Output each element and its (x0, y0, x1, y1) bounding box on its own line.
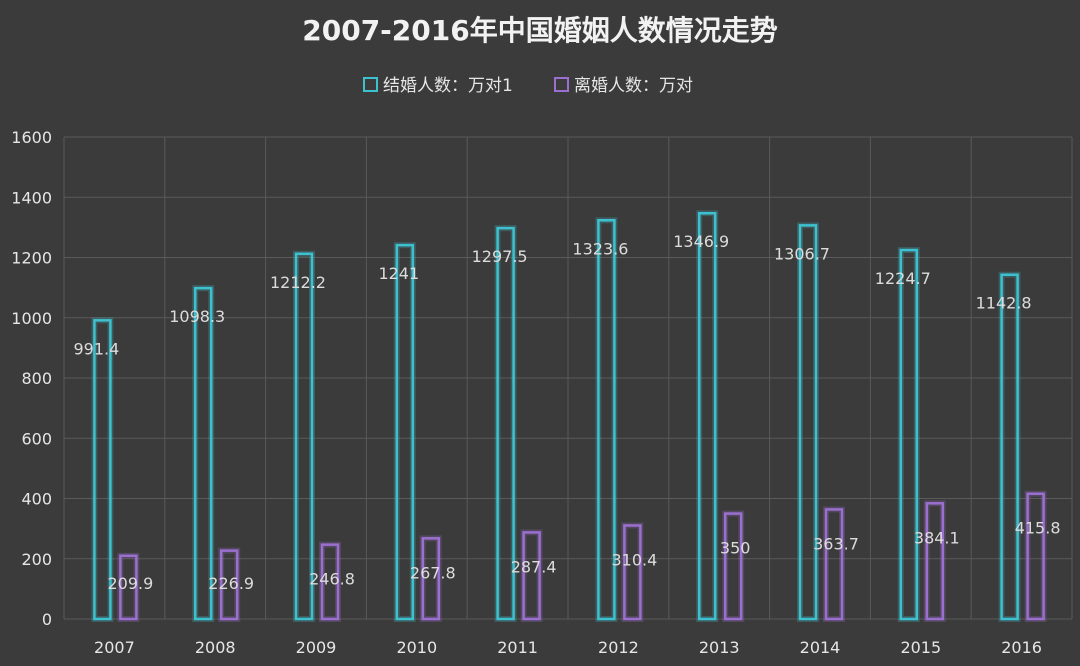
data-label-marriage: 1212.2 (270, 273, 326, 292)
bar-divorce (621, 522, 644, 623)
data-label-divorce: 363.7 (813, 534, 859, 553)
legend: 结婚人数：万对1 离婚人数：万对 (363, 76, 693, 96)
data-label-marriage: 1306.7 (774, 244, 830, 263)
x-tick-label: 2012 (598, 638, 639, 657)
bar-divorce (823, 506, 845, 622)
y-axis: 0 200 400 600 800 1000 1200 1400 1600 (11, 128, 52, 629)
x-tick-label: 2009 (296, 638, 337, 657)
grid (63, 136, 1073, 620)
data-label-divorce: 209.9 (107, 574, 153, 593)
bar-divorce (520, 529, 543, 623)
x-tick-label: 2008 (195, 638, 236, 657)
bar-divorce (1024, 490, 1047, 623)
bar-marriage (293, 250, 315, 623)
data-label-divorce: 226.9 (208, 574, 254, 593)
y-tick-label: 600 (21, 429, 52, 448)
y-tick-label: 1000 (11, 309, 52, 328)
bar-divorce (923, 500, 946, 623)
legend-swatch-divorce (554, 77, 569, 92)
bar-divorce (218, 547, 241, 622)
bar-marriage (192, 285, 215, 622)
y-tick-label: 0 (42, 610, 52, 629)
y-tick-label: 800 (21, 369, 52, 388)
data-label-marriage: 1241 (378, 264, 419, 283)
data-label-marriage: 1323.6 (572, 239, 628, 258)
x-tick-label: 2016 (1001, 638, 1042, 657)
data-label-divorce: 415.8 (1015, 519, 1061, 538)
y-tick-label: 1200 (11, 249, 52, 268)
x-tick-label: 2013 (699, 638, 740, 657)
bar-divorce (419, 535, 442, 623)
bar-divorce (722, 510, 745, 622)
legend-swatch-marriage (363, 77, 378, 92)
x-tick-label: 2015 (900, 638, 941, 657)
data-label-marriage: 1346.9 (673, 232, 729, 251)
bar-marriage (897, 247, 920, 623)
data-labels: 991.4 1098.3 1212.2 1241 1297.5 1323.6 1346.9 1… (73, 232, 1060, 593)
bar-divorce (319, 541, 341, 622)
x-tick-label: 2007 (94, 638, 135, 657)
x-tick-label: 2010 (396, 638, 437, 657)
data-label-marriage: 1098.3 (169, 307, 225, 326)
data-label-marriage: 1297.5 (472, 247, 528, 266)
legend-label-divorce: 离婚人数：万对 (574, 76, 693, 96)
x-tick-label: 2011 (497, 638, 538, 657)
chart-title: 2007-2016年中国婚姻人数情况走势 (302, 14, 777, 47)
bar-marriage (494, 225, 517, 623)
bar-marriage (998, 271, 1021, 622)
data-label-divorce: 384.1 (914, 528, 960, 547)
bar-marriage (91, 317, 114, 622)
y-tick-label: 1400 (11, 188, 52, 207)
x-tick-label: 2014 (800, 638, 841, 657)
bar-marriage (393, 242, 416, 622)
data-label-divorce: 310.4 (611, 550, 657, 569)
data-label-marriage: 1142.8 (976, 294, 1032, 313)
y-tick-label: 200 (21, 550, 52, 569)
y-tick-label: 1600 (11, 128, 52, 147)
bar-marriage (696, 210, 719, 622)
legend-label-marriage: 结婚人数：万对1 (383, 76, 513, 96)
data-label-divorce: 287.4 (511, 557, 557, 576)
data-label-divorce: 350 (720, 539, 751, 558)
bars (91, 210, 1047, 623)
y-tick-label: 400 (21, 490, 52, 509)
bar-divorce (117, 552, 140, 623)
x-axis: 2007 2008 2009 2010 2011 2012 2013 2014 2015 2016 (94, 638, 1042, 657)
data-label-marriage: 1224.7 (875, 269, 931, 288)
data-label-divorce: 267.8 (410, 563, 456, 582)
bar-marriage (595, 217, 618, 622)
data-label-marriage: 991.4 (73, 339, 119, 358)
bar-marriage (797, 222, 819, 622)
data-label-divorce: 246.8 (309, 570, 355, 589)
